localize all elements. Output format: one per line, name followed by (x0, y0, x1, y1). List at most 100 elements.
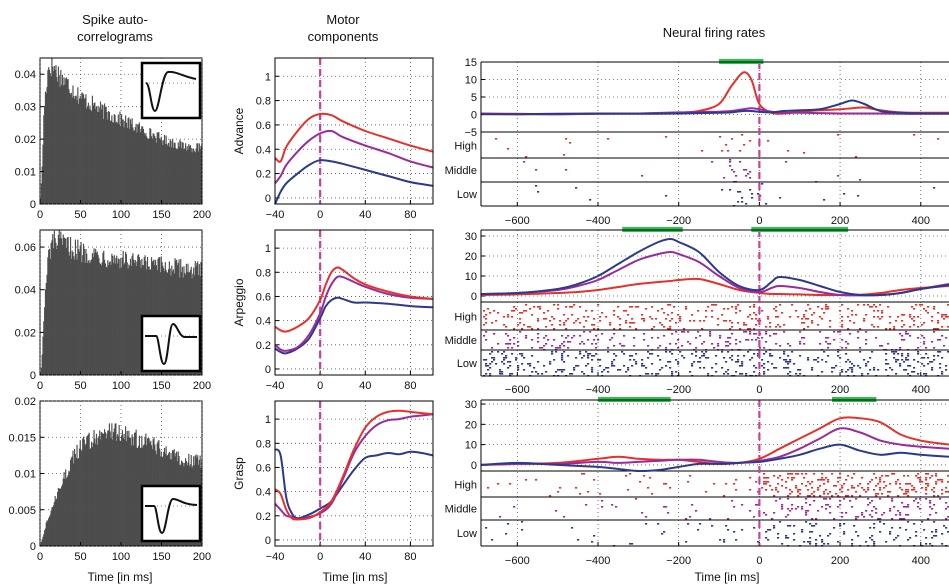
firing-arpeggio-raster-tick (573, 367, 576, 369)
firing-arpeggio-raster-tick (773, 308, 776, 310)
firing-arpeggio-raster-tick (847, 369, 850, 371)
firing-arpeggio-raster-tick (917, 361, 920, 363)
firing-arpeggio-raster-tick (491, 361, 494, 363)
firing-advance-raster-tick (803, 152, 806, 154)
autocorr-grasp-bar-100 (121, 435, 123, 546)
motor-advance-frame (274, 57, 434, 205)
firing-arpeggio-raster-tick (625, 371, 628, 373)
firing-grasp-raster-tick (787, 495, 790, 497)
firing-grasp-raster-tick (935, 535, 938, 537)
firing-arpeggio-raster-tick (727, 373, 730, 375)
firing-arpeggio-raster-tick (927, 363, 930, 365)
autocorr-advance-bar-58 (86, 106, 89, 204)
autocorr-advance-bar-111 (129, 119, 132, 204)
firing-arpeggio-raster-tick (695, 355, 698, 357)
firing-arpeggio-raster-tick (583, 355, 586, 357)
firing-grasp-raster-tick (649, 477, 652, 479)
firing-arpeggio-raster-tick (717, 345, 720, 347)
firing-advance-raster-tick (737, 191, 740, 193)
firing-grasp-raster-tick (815, 523, 818, 525)
firing-grasp-raster-tick (923, 529, 926, 531)
firing-arpeggio-raster-tick (547, 310, 550, 312)
firing-advance-ytick-label-4: 15 (465, 57, 477, 69)
firing-arpeggio-raster-tick (897, 316, 900, 318)
firing-grasp-raster-tick (807, 489, 810, 491)
firing-arpeggio-raster-tick (941, 316, 944, 318)
firing-arpeggio-raster-tick (527, 326, 530, 328)
firing-grasp-raster-tick (689, 475, 692, 477)
firing-arpeggio-raster-tick (889, 328, 892, 330)
firing-grasp-raster-tick (853, 525, 856, 527)
firing-grasp-raster-tick (925, 498, 928, 500)
autocorr-advance-bar-99 (120, 126, 122, 204)
autocorr-advance-bar-65 (92, 105, 94, 204)
firing-grasp-raster-tick (877, 518, 880, 520)
firing-arpeggio-raster-tick (839, 357, 842, 359)
firing-arpeggio-raster-tick (595, 343, 598, 345)
firing-arpeggio-raster-tick (817, 357, 820, 359)
firing-arpeggio-raster-tick (667, 361, 670, 363)
firing-grasp-raster-tick (941, 489, 944, 491)
autocorr-grasp-xtick-label-0: 0 (37, 551, 43, 563)
motor-grasp-ytick-label-2: 0.4 (256, 487, 271, 499)
autocorr-arpeggio-bar-97 (118, 259, 120, 375)
firing-arpeggio-raster-tick (593, 355, 596, 357)
firing-arpeggio-raster-tick (677, 314, 680, 316)
autocorr-arpeggio-bar-95 (116, 263, 119, 375)
motor-arpeggio-series-low (274, 296, 434, 355)
motor-arpeggio-ytick-label-3: 0.6 (256, 291, 271, 303)
firing-grasp-raster-tick (829, 533, 832, 535)
firing-arpeggio-raster-tick (931, 341, 934, 343)
firing-arpeggio-raster-tick (713, 347, 716, 349)
firing-arpeggio-raster-tick (933, 308, 936, 310)
firing-arpeggio-raster-tick (829, 320, 832, 322)
firing-grasp-raster-tick (921, 521, 924, 523)
firing-arpeggio-raster-tick (563, 345, 566, 347)
firing-arpeggio-raster-high (483, 304, 949, 330)
firing-grasp-raster-tick (841, 491, 844, 493)
autocorr-grasp-waveform-trace (145, 497, 198, 535)
autocorr-advance-bar-162 (171, 147, 173, 204)
firing-grasp-raster-tick (765, 481, 768, 483)
autocorr-arpeggio-bar-23 (58, 230, 60, 375)
autocorr-arpeggio-xtick-label-0: 0 (37, 380, 43, 392)
firing-arpeggio-raster-tick (517, 365, 520, 367)
firing-arpeggio-raster-tick (859, 328, 862, 330)
firing-arpeggio-raster-tick (865, 331, 868, 333)
autocorr-advance-bar-25 (60, 69, 62, 204)
autocorr-advance-bar-195 (197, 151, 200, 204)
motor-grasp-xtick-label-3: 80 (404, 551, 416, 563)
firing-arpeggio-raster-tick (749, 359, 752, 361)
firing-arpeggio-raster-tick (659, 322, 662, 324)
firing-arpeggio-raster-tick (537, 320, 540, 322)
firing-arpeggio-raster-tick (863, 320, 866, 322)
firing-grasp-raster-tick (925, 483, 928, 485)
firing-grasp-raster-tick (629, 543, 632, 545)
firing-arpeggio-raster-tick (615, 355, 618, 357)
firing-arpeggio-raster-tick (571, 373, 574, 375)
firing-arpeggio-raster-tick (563, 341, 566, 343)
autocorr-arpeggio-bar-50 (80, 242, 82, 375)
firing-grasp-raster-tick (827, 493, 830, 495)
firing-advance-raster-label-high: High (454, 141, 477, 153)
firing-arpeggio-raster-tick (669, 320, 672, 322)
autocorr-advance-bar-118 (135, 123, 137, 204)
firing-arpeggio-raster-tick (761, 365, 764, 367)
firing-arpeggio-raster-tick (701, 355, 704, 357)
autocorr-advance-bar-55 (84, 97, 86, 204)
firing-arpeggio-raster-tick (745, 324, 748, 326)
firing-grasp-raster-tick (827, 543, 830, 545)
firing-grasp-raster-tick (797, 489, 800, 491)
firing-arpeggio-raster-tick (531, 328, 534, 330)
firing-advance-raster-label-low: Low (457, 189, 477, 201)
autocorr-advance-bar-92 (114, 115, 116, 204)
firing-arpeggio-raster-tick (743, 322, 746, 324)
firing-arpeggio-raster-tick (635, 361, 638, 363)
firing-arpeggio-raster-tick (865, 365, 868, 367)
title-motor-line2: components (308, 29, 379, 44)
firing-arpeggio-raster-tick (635, 306, 638, 308)
firing-arpeggio-raster-tick (873, 316, 876, 318)
firing-grasp-raster-tick (791, 508, 794, 510)
firing-arpeggio-raster-tick (825, 308, 828, 310)
firing-arpeggio-raster-tick (695, 337, 698, 339)
